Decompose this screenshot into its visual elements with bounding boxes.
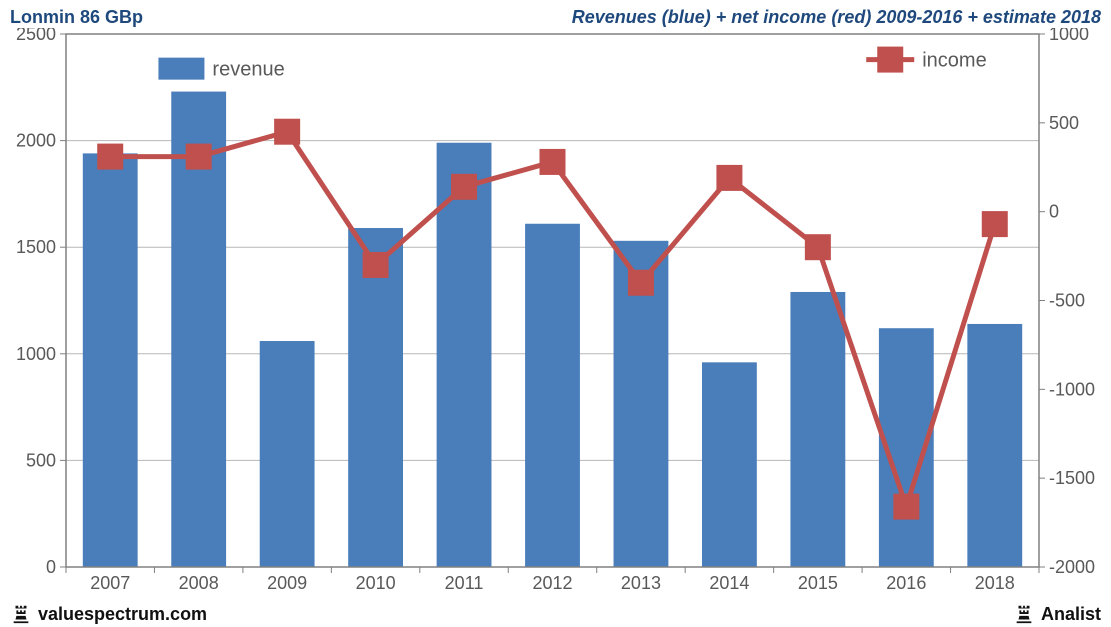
income-marker	[188, 146, 210, 168]
legend-income-label: income	[922, 50, 986, 72]
x-label: 2012	[532, 573, 572, 593]
y-left-label: 2500	[16, 28, 56, 44]
income-marker	[276, 121, 298, 143]
legend-revenue-swatch	[158, 58, 204, 80]
y-right-label: -1500	[1049, 468, 1095, 488]
title-left: Lonmin 86 GBp	[10, 7, 143, 28]
x-label: 2007	[90, 573, 130, 593]
rook-icon	[1013, 603, 1035, 625]
y-right-label: -2000	[1049, 557, 1095, 577]
bar	[348, 228, 403, 567]
income-marker	[984, 213, 1006, 235]
chart-svg: 2007 2008 2009 2010 2011 2012 2013 2014 2015 2016…	[10, 28, 1101, 599]
rook-icon	[10, 603, 32, 625]
y-left-label: 2000	[16, 131, 56, 151]
y-left-label: 0	[46, 557, 56, 577]
footer-right: Analist	[1013, 603, 1101, 625]
income-marker	[365, 254, 387, 276]
income-marker	[807, 236, 829, 258]
income-marker	[630, 272, 652, 294]
x-label: 2013	[621, 573, 661, 593]
y-left-label: 1000	[16, 344, 56, 364]
bar	[260, 341, 315, 567]
y-right-label: 0	[1049, 202, 1059, 222]
footer-left: valuespectrum.com	[10, 603, 207, 625]
y-right-label: -1000	[1049, 379, 1095, 399]
y-right-label: 500	[1049, 113, 1079, 133]
footer-right-text: Analist	[1041, 604, 1101, 625]
income-marker	[718, 167, 740, 189]
x-label: 2010	[356, 573, 396, 593]
income-marker	[99, 146, 121, 168]
x-label: 2015	[798, 573, 838, 593]
legend-income-marker	[879, 49, 901, 71]
x-label: 2014	[709, 573, 749, 593]
income-marker	[453, 176, 475, 198]
income-marker	[895, 496, 917, 518]
y-left-label: 500	[26, 450, 56, 470]
x-label: 2009	[267, 573, 307, 593]
title-bar: Lonmin 86 GBp Revenues (blue) + net inco…	[0, 0, 1111, 28]
x-label: 2011	[445, 573, 484, 593]
bar	[790, 292, 845, 567]
bar	[83, 153, 138, 567]
x-label: 2016	[886, 573, 926, 593]
x-label: 2018	[975, 573, 1015, 593]
title-right: Revenues (blue) + net income (red) 2009-…	[572, 7, 1101, 28]
bar	[525, 224, 580, 567]
y-left-label: 1500	[16, 237, 56, 257]
x-label: 2008	[179, 573, 219, 593]
y-right-label: -500	[1049, 291, 1085, 311]
footer-bar: valuespectrum.com Analist	[0, 601, 1111, 627]
legend-revenue-label: revenue	[212, 59, 284, 81]
bar	[967, 324, 1022, 567]
chart-area: 2007 2008 2009 2010 2011 2012 2013 2014 2015 2016…	[10, 28, 1101, 599]
income-marker	[542, 151, 564, 173]
y-right-label: 1000	[1049, 28, 1089, 44]
bar	[702, 362, 757, 567]
footer-left-text: valuespectrum.com	[38, 604, 207, 625]
